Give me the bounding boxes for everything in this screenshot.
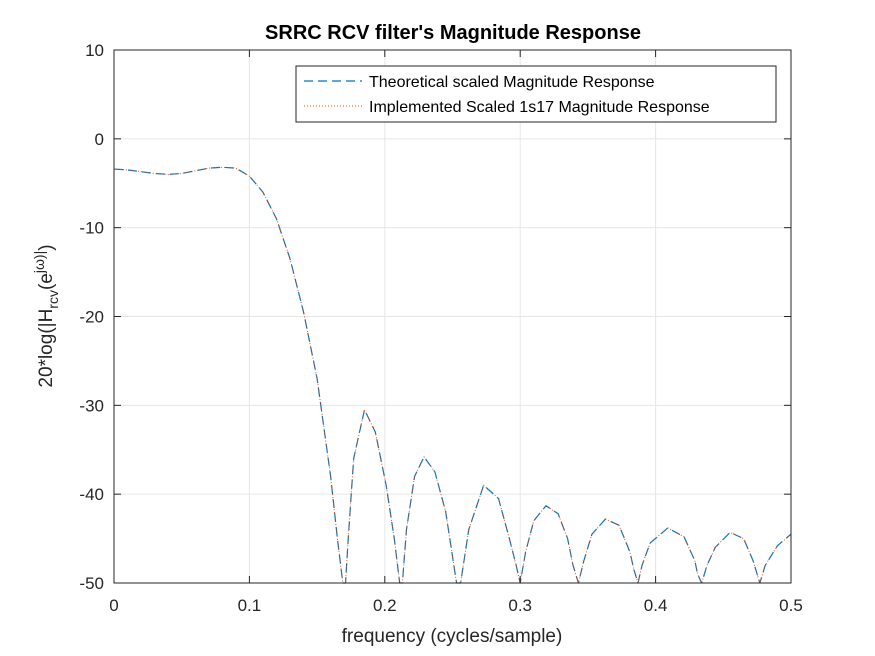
y-tick-label: 10: [85, 41, 104, 60]
y-tick-label: -30: [79, 396, 104, 415]
legend-box: [295, 65, 777, 123]
legend: Theoretical scaled Magnitude Response Imp…: [295, 65, 777, 123]
y-label-part: 20*log(|H: [36, 309, 57, 388]
legend-label: Implemented Scaled 1s17 Magnitude Respon…: [369, 99, 710, 116]
x-axis-label: frequency (cycles/sample): [342, 626, 563, 647]
y-axis-label-text: 20*log(|Hrcv(ejω)|): [31, 244, 61, 387]
legend-label: Theoretical scaled Magnitude Response: [369, 74, 655, 91]
chart-title: SRRC RCV filter's Magnitude Response: [265, 22, 641, 44]
y-tick-label: -40: [79, 485, 104, 504]
y-label-superscript: jω)|: [31, 251, 47, 274]
series-layer: [113, 166, 792, 584]
y-tick-label: -10: [79, 219, 104, 238]
x-tick-label: 0.4: [644, 596, 668, 615]
y-tick-label: -50: [79, 574, 104, 593]
ticks: 0 0.1 0.2 0.3 0.4 0.5 10 0 -10 -20 -30 -40 -50: [79, 41, 802, 615]
x-tick-label: 0.1: [238, 596, 262, 615]
y-tick-label: -20: [79, 308, 104, 327]
y-label-part: (e: [36, 273, 57, 290]
x-tick-label: 0.2: [373, 596, 397, 615]
x-tick-label: 0: [109, 596, 118, 615]
y-axis-label: 20*log(|Hrcv(ejω)|): [31, 244, 61, 387]
series-line-2: [113, 166, 792, 584]
y-label-part: ): [36, 244, 57, 250]
y-label-subscript: rcv: [45, 290, 61, 309]
x-tick-label: 0.3: [508, 596, 532, 615]
y-tick-label: 0: [95, 130, 104, 149]
x-tick-label: 0.5: [779, 596, 803, 615]
